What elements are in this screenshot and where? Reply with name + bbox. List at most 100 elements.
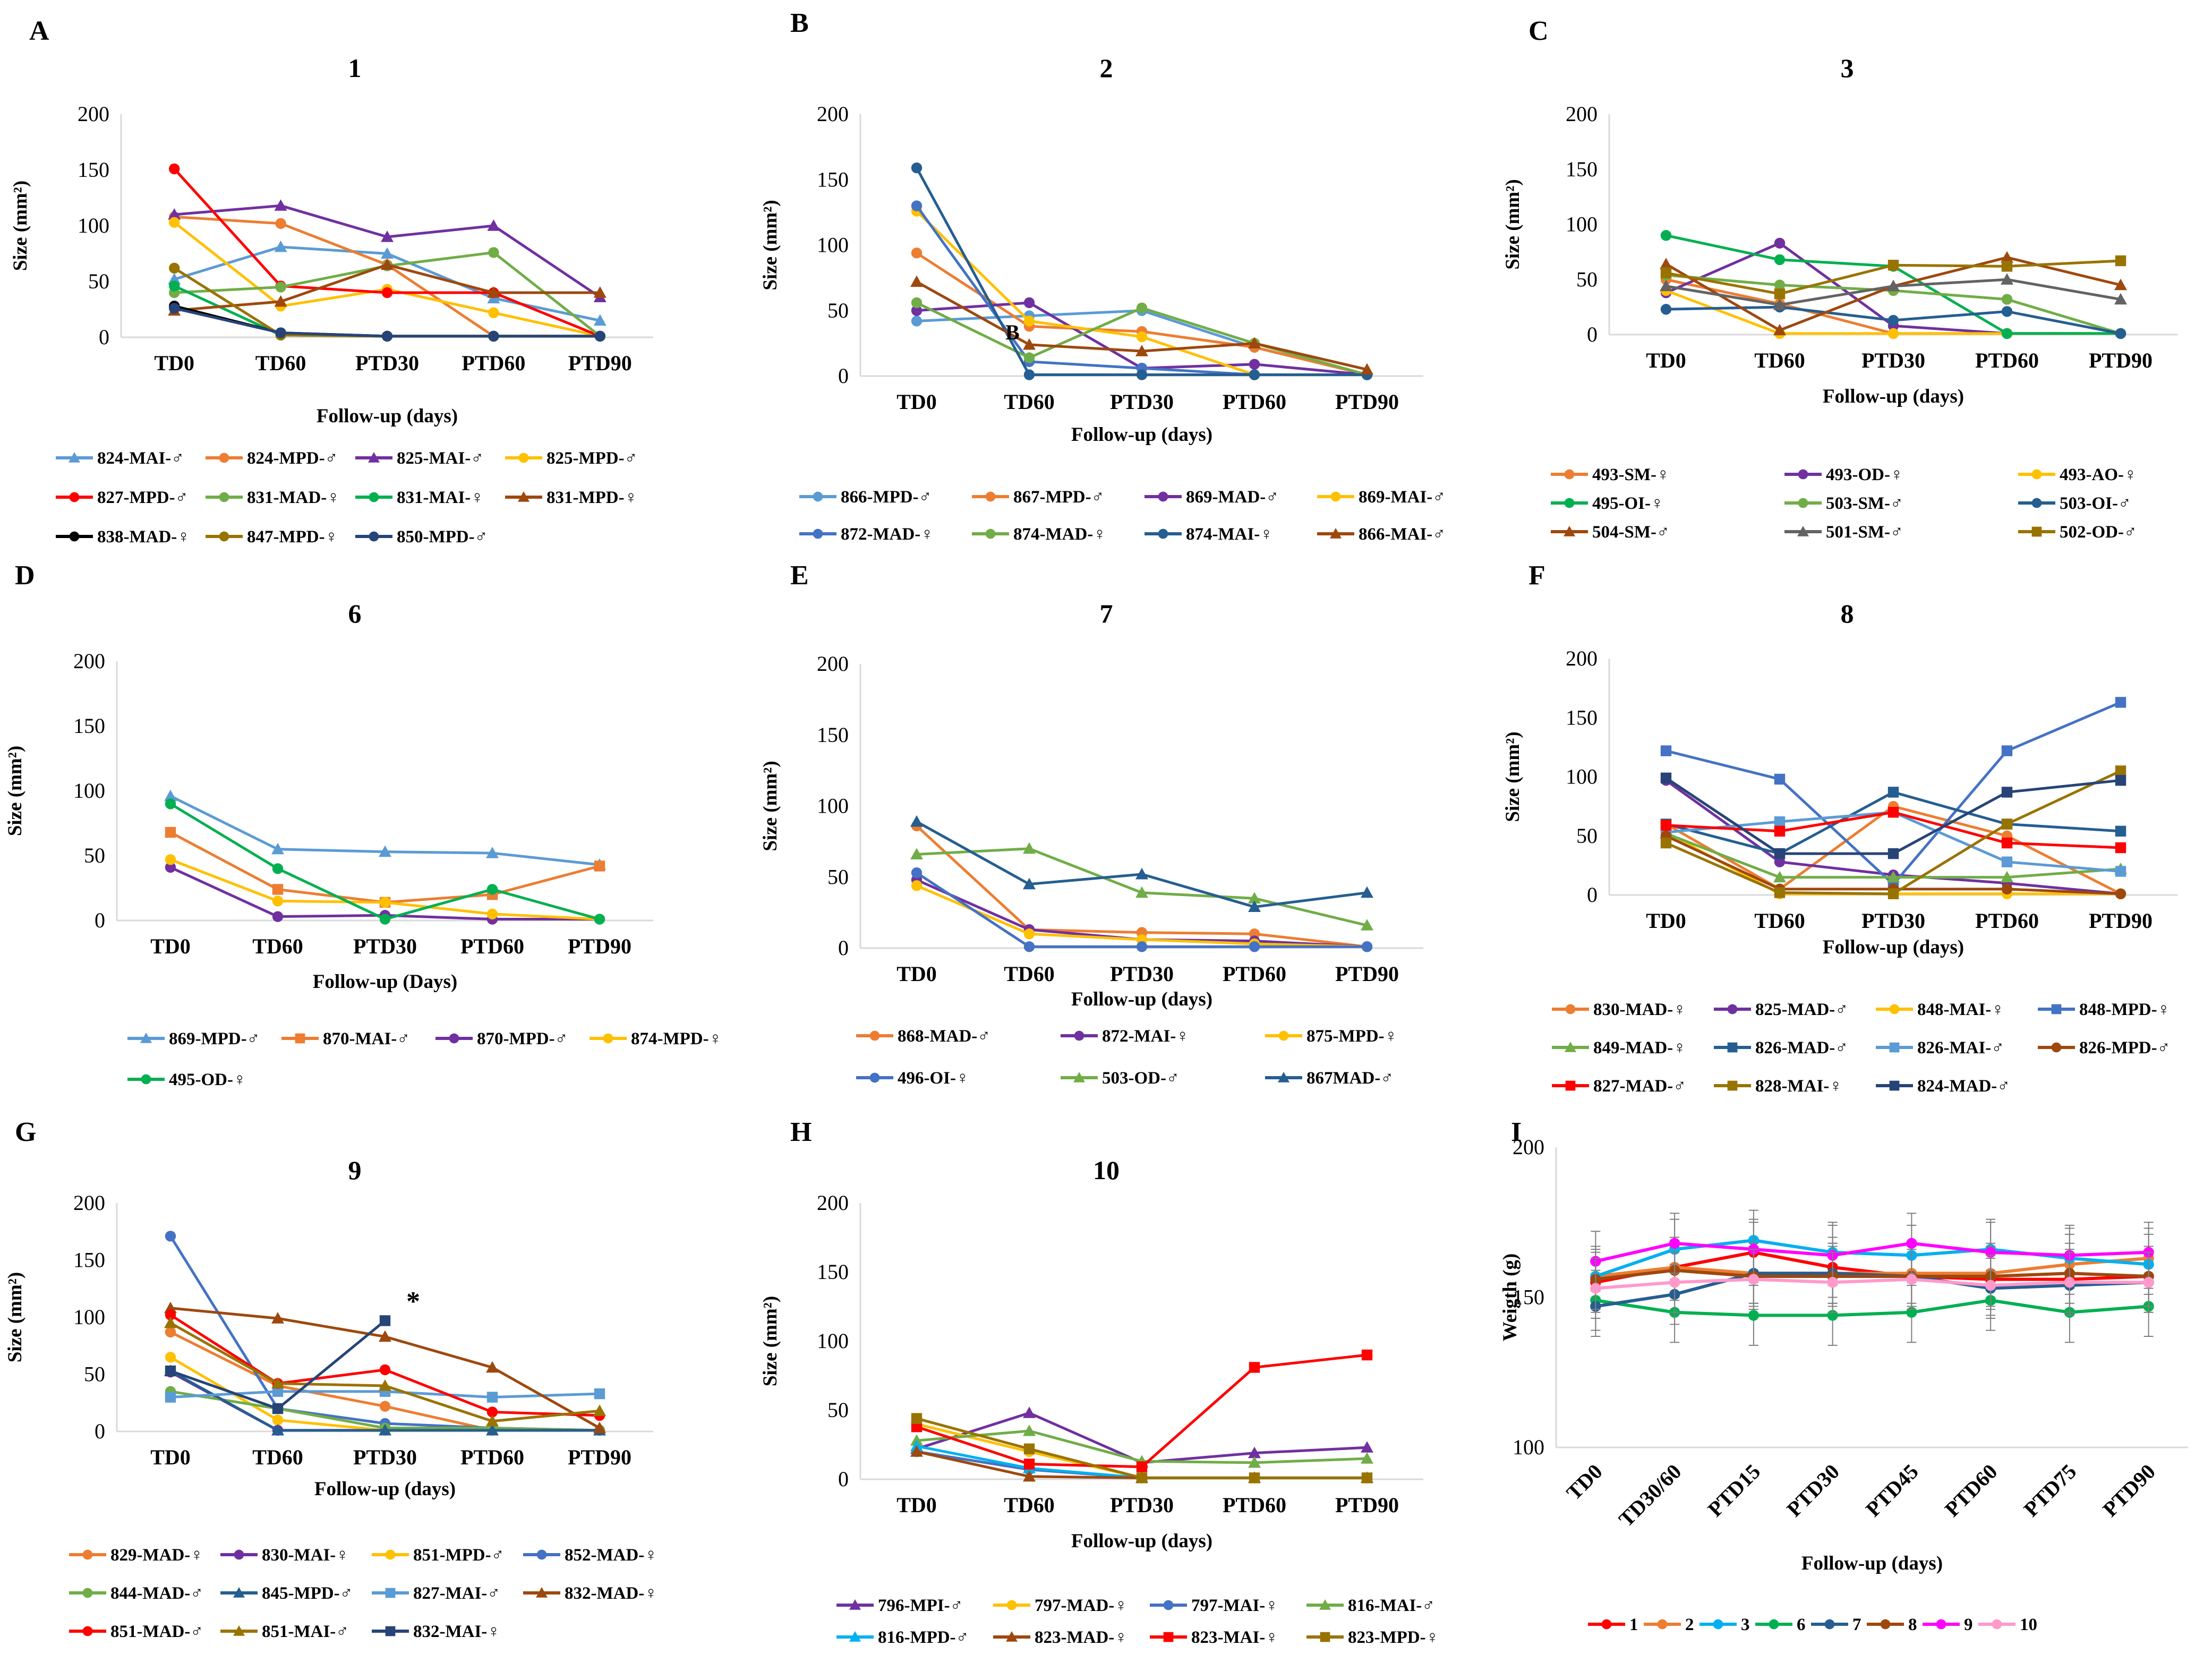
y-tick-label: 150 (817, 723, 849, 747)
legend-label: 816-MPD-♂ (878, 1628, 969, 1647)
data-point (1361, 1441, 1373, 1453)
legend-label: 6 (1797, 1615, 1806, 1634)
legend-marker (1564, 526, 1575, 536)
x-tick-label: TD0 (1646, 348, 1686, 372)
legend-label: 496-OI-♀ (898, 1069, 969, 1088)
y-tick-label: 50 (84, 1362, 105, 1386)
legend-marker (219, 453, 229, 463)
series-823-MAI-♀ (911, 1349, 1373, 1472)
legend-label: 823-MAI-♀ (1191, 1628, 1278, 1647)
x-tick-label: TD60 (1004, 390, 1055, 414)
x-tick-label: PTD90 (2089, 348, 2153, 372)
y-tick-label: 50 (827, 1398, 849, 1422)
data-point (381, 287, 393, 299)
data-point (2064, 1277, 2076, 1288)
x-axis-label: Follow-up (days) (1071, 988, 1212, 1010)
legend-marker (140, 1033, 152, 1043)
y-tick-label: 0 (1587, 883, 1598, 907)
chart-title: 1 (348, 53, 362, 83)
legend-marker (1073, 1072, 1085, 1082)
legend-marker (869, 1072, 880, 1083)
data-point (165, 1352, 176, 1363)
y-tick-label: 50 (1576, 824, 1598, 848)
y-tick-label: 200 (73, 1191, 105, 1215)
data-point (487, 219, 500, 231)
legend-marker (1565, 1042, 1576, 1052)
data-point (911, 316, 923, 327)
data-point (381, 247, 394, 259)
x-axis-label: Follow-up (days) (1823, 386, 1964, 407)
data-point (164, 1301, 177, 1314)
legend-label: 796-MPI-♂ (878, 1596, 963, 1615)
legend-label: 874-MAD-♀ (1013, 525, 1106, 544)
panel-d: D 6 0 50 100 150 200 TD0 TD60 PTD30 PTD60 PTD90 Foll… (4, 560, 722, 1089)
data-point (1774, 279, 1786, 291)
legend-marker (385, 1626, 396, 1636)
series-869-MPD-♂ (164, 789, 606, 870)
legend-label: 495-OI-♀ (1592, 494, 1664, 513)
data-point (593, 314, 607, 326)
series-850-MPD-♂ (169, 303, 606, 342)
data-point (2001, 306, 2013, 317)
y-axis-label: Size (mm²) (1502, 179, 1524, 269)
data-point (1827, 1277, 1838, 1288)
data-point (1774, 254, 1786, 266)
data-point (1135, 886, 1148, 898)
legend-marker (1564, 469, 1575, 480)
legend-marker (369, 492, 379, 502)
data-point (911, 248, 923, 259)
legend-marker (69, 452, 80, 463)
legend-label: 826-MAD-♂ (1755, 1038, 1848, 1058)
legend-label: 797-MAI-♀ (1191, 1596, 1278, 1615)
data-point (1023, 352, 1035, 363)
x-tick-label: PTD30 (1110, 390, 1174, 414)
data-point (1023, 941, 1035, 952)
panel-letter: B (790, 8, 809, 38)
y-tick-label: 200 (817, 652, 849, 676)
series-827-MAI-♂ (165, 1386, 605, 1403)
legend-marker (985, 491, 996, 502)
y-tick-label: 0 (838, 936, 849, 960)
data-point (1748, 1310, 1760, 1321)
y-tick-label: 50 (827, 865, 849, 889)
legend-marker (82, 1549, 93, 1560)
data-point (1660, 279, 1672, 292)
data-point (1248, 1446, 1261, 1459)
series-851-MAI-♂ (164, 1316, 606, 1427)
data-point (165, 798, 176, 809)
data-point (1773, 323, 1786, 336)
legend-label: 866-MAI-♂ (1359, 525, 1446, 544)
data-point (911, 867, 923, 879)
legend-marker (2051, 1042, 2062, 1053)
y-tick-label: 150 (817, 167, 849, 191)
data-point (486, 1423, 499, 1436)
data-point (272, 884, 284, 895)
data-point (381, 231, 394, 242)
legend-label: 848-MPD-♀ (2079, 1000, 2170, 1019)
chart-title: 6 (348, 599, 362, 628)
data-point (486, 1406, 498, 1418)
y-tick-label: 150 (73, 1248, 105, 1272)
data-point (1023, 1406, 1036, 1418)
panel-b: B 2 0 50 100 150 200 TD0 TD60 PTD30 PTD60 PTD90 Foll… (759, 8, 1446, 544)
data-point (488, 307, 499, 318)
data-point (1023, 877, 1036, 890)
data-point (1773, 871, 1786, 883)
series-868-MAD-♂ (911, 820, 1373, 952)
y-tick-label: 100 (78, 214, 109, 237)
data-point (1248, 1456, 1261, 1468)
series-495-OD-♀ (165, 798, 605, 925)
data-point (1660, 230, 1672, 241)
series-502-OD-♂ (1660, 255, 2126, 300)
data-point (2001, 273, 2013, 285)
data-point (1669, 1277, 1680, 1288)
legend-label: 3 (1741, 1615, 1750, 1634)
legend-label: 831-MAI-♀ (397, 488, 484, 507)
data-point (486, 908, 498, 920)
y-tick-label: 100 (73, 1305, 105, 1329)
data-point (379, 1401, 391, 1412)
legend-label: 850-MPD-♂ (397, 527, 488, 547)
legend-marker (2031, 498, 2042, 508)
legend-marker (368, 452, 380, 463)
chart-title: 2 (1100, 53, 1113, 83)
